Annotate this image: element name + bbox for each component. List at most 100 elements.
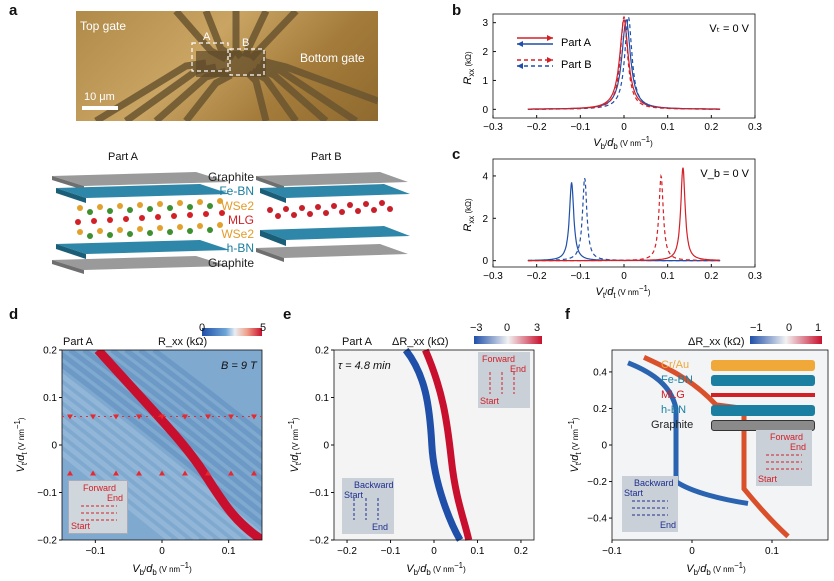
tau-label: τ = 4.8 min bbox=[338, 360, 391, 372]
axis-label: Vb/db (V nm−1) bbox=[593, 135, 653, 150]
colorbar-f-label: ΔR_xx (kΩ) bbox=[688, 336, 745, 348]
legend-f-label: MLG bbox=[661, 389, 685, 401]
layer-label: h-BN bbox=[226, 241, 254, 256]
marker-up bbox=[205, 470, 211, 476]
marker-up bbox=[251, 470, 257, 476]
colorbar-f-tick: −1 bbox=[750, 322, 763, 334]
inset-f-bstart: Start bbox=[624, 488, 644, 498]
x-tick-label: 0 bbox=[431, 546, 437, 557]
marker-down bbox=[113, 414, 119, 420]
colorbar-e bbox=[474, 336, 542, 344]
legend-f-swatch bbox=[711, 375, 815, 386]
x-tick-label: 0.3 bbox=[748, 271, 762, 282]
condition-b: Vₜ = 0 V bbox=[709, 23, 749, 35]
resistance-ridge bbox=[94, 350, 262, 540]
panel-label-c: c bbox=[452, 146, 461, 163]
series-line bbox=[527, 173, 721, 262]
bottom-gate-label: Bottom gate bbox=[300, 51, 365, 65]
series-line bbox=[527, 15, 721, 110]
inset-backward-e: Backward Start End bbox=[342, 478, 394, 534]
inset-forward-f: Forward End Start bbox=[756, 430, 812, 486]
stripe bbox=[62, 438, 186, 540]
colorbar-f-tick: 1 bbox=[815, 322, 822, 334]
layer-label: Graphite bbox=[207, 170, 254, 184]
legend-f-label: Cr/Au bbox=[661, 359, 690, 371]
forward-ridge bbox=[422, 348, 473, 541]
backward-ridge bbox=[627, 360, 749, 506]
x-tick-label: −0.1 bbox=[570, 122, 590, 133]
y-tick-label: 0.2 bbox=[43, 346, 57, 357]
y-tick-label: −0.2 bbox=[587, 477, 607, 488]
marker-up bbox=[136, 470, 142, 476]
y-tick-label: 3 bbox=[482, 18, 488, 29]
marker-down bbox=[159, 414, 165, 420]
y-tick-label: 0 bbox=[601, 441, 607, 452]
axis-label: Vt/dt (V nm−1) bbox=[13, 417, 29, 472]
colorbar-e-label: ΔR_xx (kΩ) bbox=[392, 336, 449, 348]
panel-d-part: Part A bbox=[63, 336, 93, 348]
legend-f-label: Fe-BN bbox=[661, 374, 693, 386]
inset-d-start: Start bbox=[71, 521, 91, 531]
colorbar-d-min: 0 bbox=[199, 322, 206, 334]
stripe bbox=[138, 350, 262, 449]
axis-label: Rxx (kΩ) bbox=[462, 51, 476, 85]
marker-down bbox=[90, 414, 96, 420]
y-tick-label: −0.4 bbox=[587, 514, 607, 525]
y-tick-label: 0.2 bbox=[315, 346, 329, 357]
colorbar-d-max: 5 bbox=[260, 322, 267, 334]
marker-up bbox=[182, 470, 188, 476]
x-tick-label: −0.1 bbox=[381, 546, 401, 557]
inset-e-bend: End bbox=[372, 522, 389, 532]
x-tick-label: 0.1 bbox=[765, 546, 779, 557]
x-tick-label: 0.2 bbox=[514, 546, 528, 557]
colorbar-e-tick: −3 bbox=[470, 322, 483, 334]
panel-e-part: Part A bbox=[342, 336, 372, 348]
layer-label: Fe-BN bbox=[219, 184, 254, 199]
legend-arrowhead bbox=[517, 63, 523, 69]
y-tick-label: 0 bbox=[482, 105, 488, 116]
stripe bbox=[152, 350, 262, 438]
panel-label-f: f bbox=[565, 306, 570, 323]
micrograph-electrodes bbox=[82, 11, 378, 121]
inset-f-barrows bbox=[632, 500, 668, 516]
inset-forward-e: Forward End Start bbox=[478, 352, 530, 408]
legend-f-swatch bbox=[711, 405, 815, 416]
inset-e-backward: Backward bbox=[354, 480, 394, 490]
x-tick-label: −0.1 bbox=[602, 546, 622, 557]
y-tick-label: 0 bbox=[323, 441, 329, 452]
inset-f-end: End bbox=[790, 442, 807, 452]
inset-f-start: Start bbox=[758, 474, 778, 484]
chart-e: −0.2 −0.1 0 0.1 0.2 −0.2 −0.1 0 0.1 0.2 Vb/db (V n… bbox=[287, 336, 542, 577]
x-tick-label: 0.2 bbox=[704, 122, 718, 133]
series-line bbox=[527, 178, 721, 262]
inset-backward-f: Backward Start End bbox=[622, 476, 678, 532]
legend-arrowhead bbox=[517, 41, 523, 47]
inset-e-barrows bbox=[353, 498, 379, 520]
stripe bbox=[110, 350, 262, 471]
panel-label-e: e bbox=[283, 306, 292, 323]
x-tick-label: 0 bbox=[159, 546, 165, 557]
inset-e-end: End bbox=[510, 364, 527, 374]
stripe bbox=[62, 394, 242, 540]
inset-f-backward: Backward bbox=[634, 478, 674, 488]
inset-e-start: Start bbox=[480, 396, 500, 406]
axis-label: Vb/db (V nm−1) bbox=[132, 561, 192, 577]
stripe bbox=[62, 427, 200, 540]
inset-f-bend: End bbox=[660, 520, 677, 530]
axis-label: Vt/dt (V nm−1) bbox=[567, 417, 583, 472]
marker-down bbox=[228, 414, 234, 420]
y-tick-label: 1 bbox=[482, 76, 488, 87]
legend-f-label: Graphite bbox=[651, 419, 694, 431]
axis-label: Vb/db (V nm−1) bbox=[686, 561, 746, 577]
marker-down bbox=[136, 414, 142, 420]
backward-ridge bbox=[402, 347, 464, 542]
axis-label: Vb/db (V nm−1) bbox=[406, 561, 466, 577]
layer-label: MLG bbox=[227, 212, 254, 227]
axis-label: Vt/dt (V nm−1) bbox=[287, 417, 303, 472]
series-line bbox=[527, 182, 721, 262]
x-tick-label: 0.1 bbox=[471, 546, 485, 557]
marker-down bbox=[67, 414, 73, 420]
y-tick-label: 2 bbox=[482, 47, 488, 58]
stripe bbox=[62, 449, 172, 540]
x-tick-label: 0.1 bbox=[661, 122, 675, 133]
